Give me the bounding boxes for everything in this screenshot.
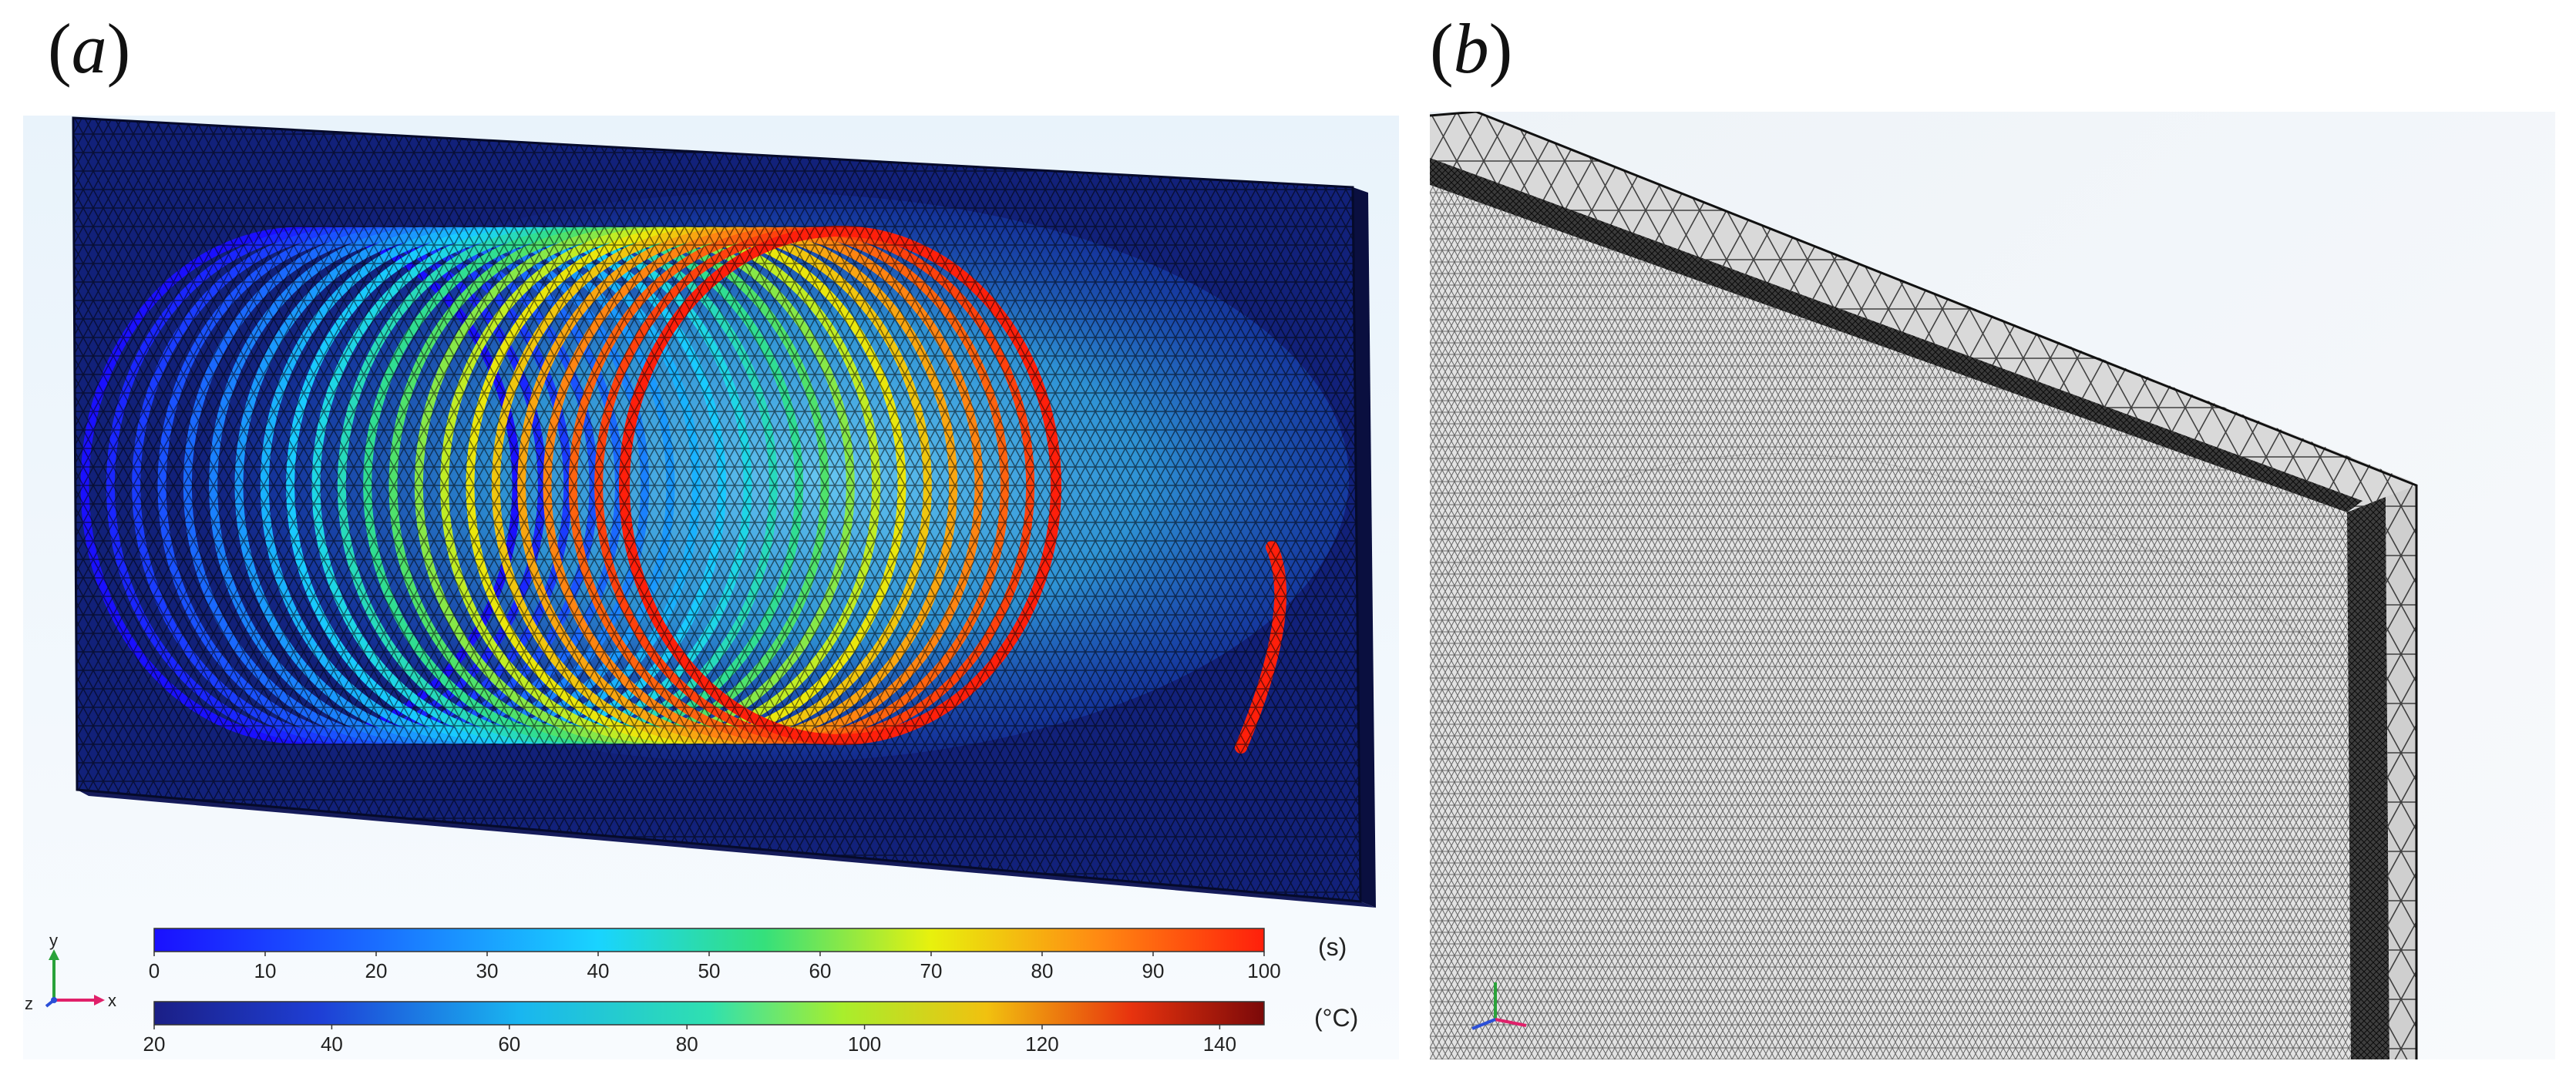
time-colorbar-tick-label: 50	[698, 959, 721, 982]
temperature-colorbar-tick-label: 100	[848, 1032, 881, 1056]
temperature-colorbar-tick-label: 60	[498, 1032, 520, 1056]
time-colorbar-tick-label: 100	[1247, 959, 1280, 982]
temperature-colorbar-gradient	[153, 1001, 1265, 1026]
time-colorbar: 0 10 20 30 40 50 60 70 80 90 100 (s)	[149, 928, 1347, 982]
panel-b-label: (b)	[1430, 9, 1513, 88]
axes-triad-icon: y x z	[25, 931, 116, 1013]
slab-side-face	[1353, 187, 1376, 908]
panel-a-canvas: y x z 0 10 20 30 40 50 60 70 80 90 100 (s) 20 40 60 8…	[23, 116, 1399, 1059]
temperature-colorbar-tick-label: 80	[676, 1032, 698, 1056]
time-colorbar-tick-label: 20	[365, 959, 388, 982]
slab-front-face	[73, 118, 1360, 901]
panel-b-canvas	[1430, 112, 2555, 1059]
time-colorbar-tick-label: 70	[920, 959, 943, 982]
time-colorbar-tick-label: 10	[254, 959, 277, 982]
time-colorbar-tick-label: 90	[1142, 959, 1165, 982]
axis-z-label: z	[25, 994, 33, 1013]
panel-a-label: (a)	[48, 9, 131, 88]
time-colorbar-tick-label: 0	[149, 959, 160, 982]
time-colorbar-tick-label: 80	[1031, 959, 1054, 982]
time-colorbar-gradient	[153, 928, 1265, 952]
panel-b-mesh-view	[1430, 112, 2555, 1059]
axes-triad-icon-b	[1471, 982, 1527, 1030]
panel-a-simulation-view: y x z 0 10 20 30 40 50 60 70 80 90 100 (s) 20 40 60 8…	[23, 116, 1399, 1059]
time-colorbar-tick-label: 40	[587, 959, 610, 982]
temperature-colorbar-tick-label: 40	[321, 1032, 343, 1056]
temperature-colorbar-tick-label: 120	[1025, 1032, 1058, 1056]
temperature-colorbar-unit: (°C)	[1314, 1004, 1358, 1032]
axis-x-label: x	[108, 991, 116, 1010]
axis-y-label: y	[49, 931, 58, 950]
time-colorbar-tick-label: 60	[809, 959, 832, 982]
time-colorbar-tick-label: 30	[476, 959, 499, 982]
temperature-colorbar: 20 40 60 80 100 120 140 (°C)	[143, 1001, 1358, 1056]
temperature-colorbar-tick-label: 140	[1203, 1032, 1236, 1056]
time-colorbar-unit: (s)	[1318, 933, 1347, 961]
temperature-colorbar-tick-label: 20	[143, 1032, 166, 1056]
slab-bottom-face	[77, 790, 1376, 908]
